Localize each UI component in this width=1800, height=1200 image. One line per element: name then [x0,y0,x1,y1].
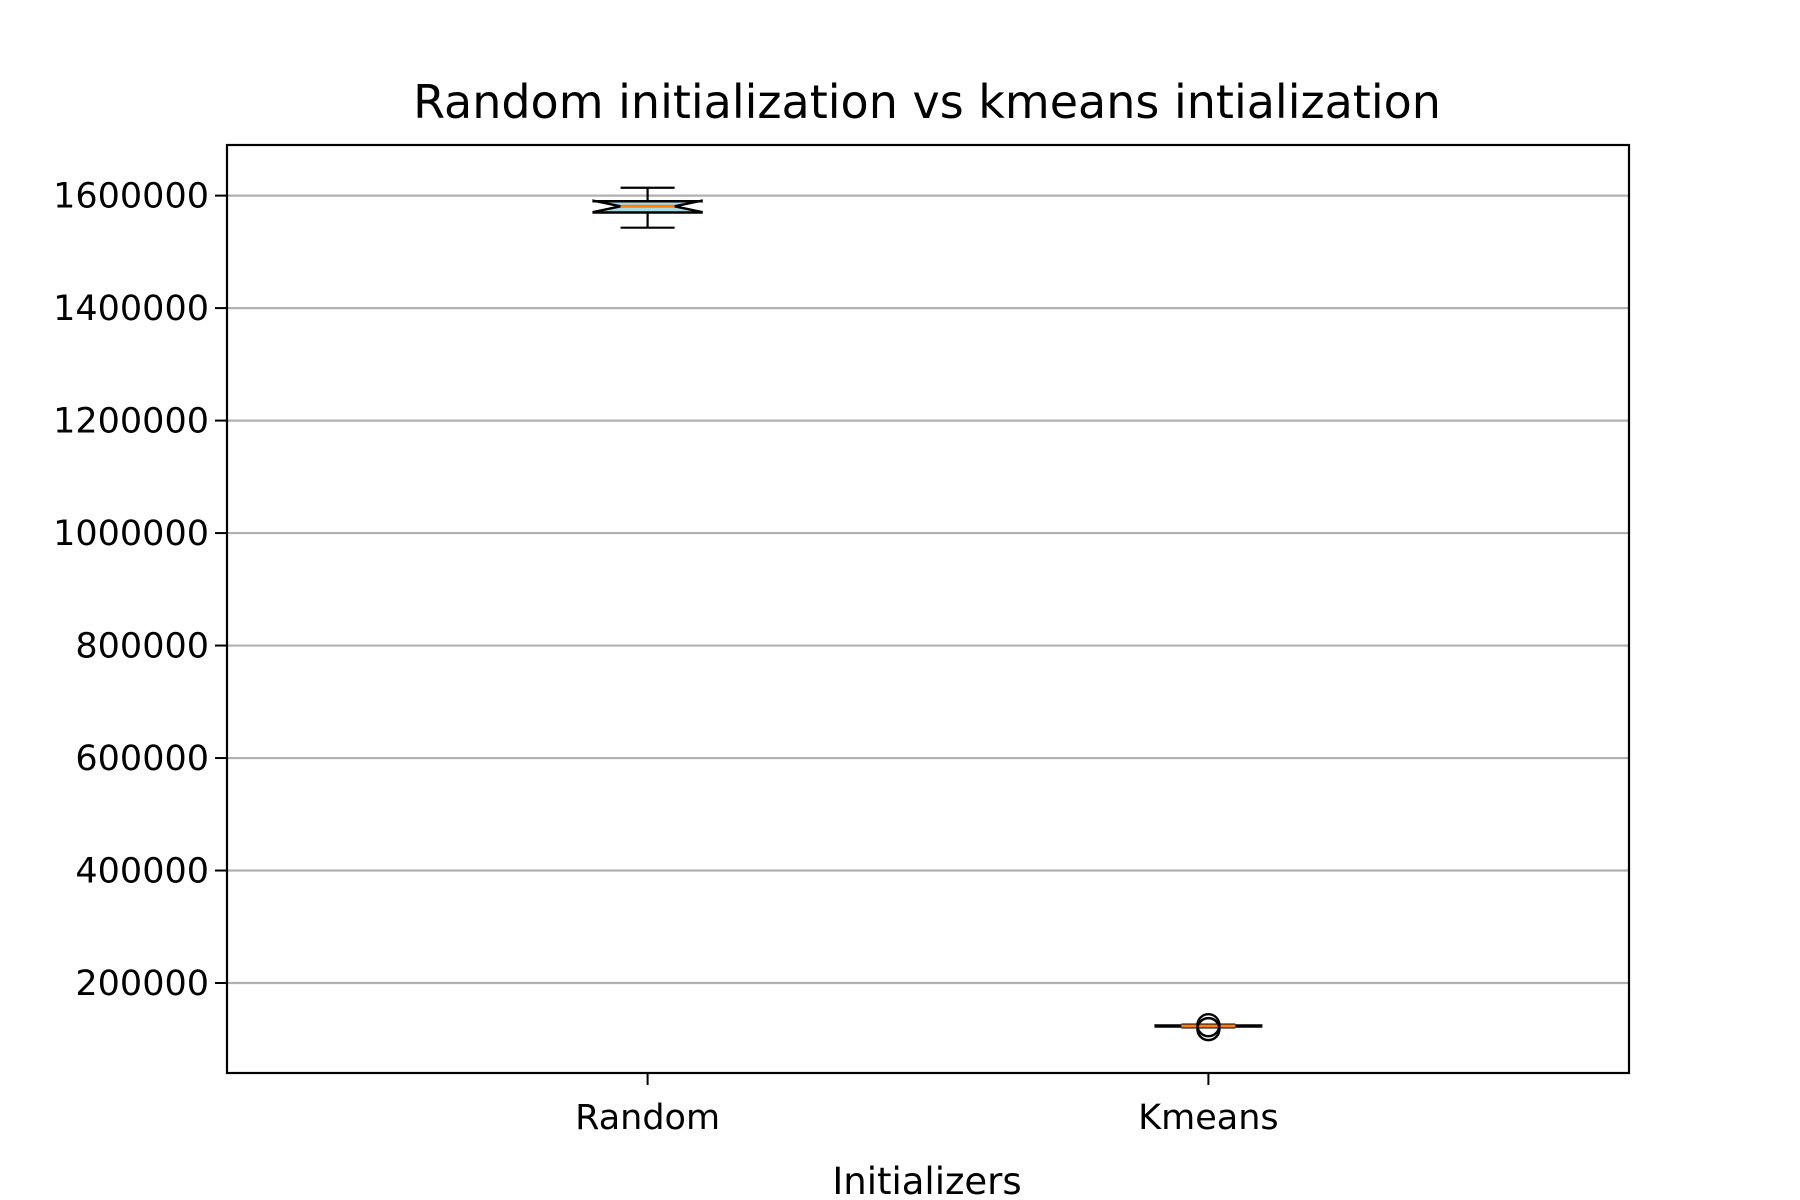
x-tick-label: Kmeans [1138,1098,1278,1138]
box-random [592,186,703,229]
y-axis-ticks: 200000 400000 600000 800000 1000000 1200000 14… [53,177,227,1004]
x-axis-label: Initializers [832,1160,1021,1200]
y-tick-label: 400000 [75,852,209,892]
box-kmeans [1154,1012,1263,1042]
plot-frame [225,143,1631,1075]
y-tick-label: 800000 [75,627,209,667]
grid-lines [227,194,1629,985]
y-tick-label: 1600000 [53,177,209,217]
box-plots [592,186,1263,1042]
y-tick-label: 1200000 [53,402,209,442]
y-tick-label: 600000 [75,739,209,779]
y-tick-label: 1000000 [53,514,209,554]
x-axis-ticks: Random Kmeans [575,1073,1279,1138]
chart-title: Random initialization vs kmeans intializ… [413,75,1441,129]
y-tick-label: 200000 [75,964,209,1004]
x-tick-label: Random [575,1098,720,1138]
outlier-point [1196,1016,1221,1042]
y-tick-label: 1400000 [53,289,209,329]
